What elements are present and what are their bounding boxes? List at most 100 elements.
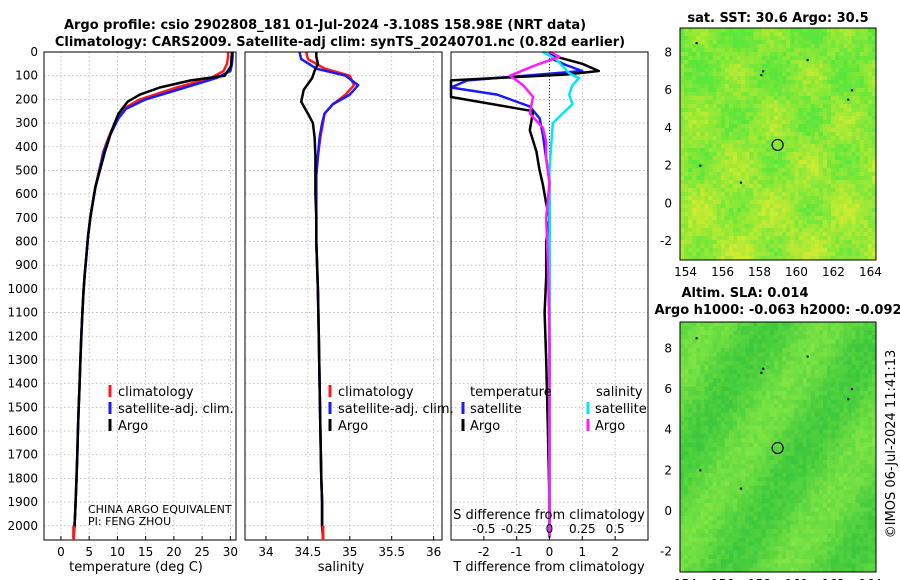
sst-cell [806, 220, 812, 225]
sla-cell [786, 472, 791, 478]
sst-cell [716, 84, 722, 89]
sla-cell [786, 347, 791, 353]
sst-cell [831, 100, 836, 105]
sla-cell [818, 408, 824, 413]
sst-cell [794, 256, 799, 260]
sla-cell [737, 546, 742, 551]
sla-cell [798, 416, 803, 422]
sla-cell [761, 477, 767, 482]
sla-cell [733, 541, 738, 547]
sla-cell [729, 399, 734, 405]
sst-cell [794, 184, 799, 189]
sla-cell [684, 559, 689, 564]
sst-cell [729, 244, 734, 249]
sst-cell [724, 64, 730, 69]
sst-cell [798, 172, 803, 177]
sst-cell [757, 200, 763, 205]
sla-cell [724, 533, 730, 538]
sla-cell [712, 330, 718, 336]
sst-cell [782, 252, 787, 257]
sla-cell [782, 459, 787, 465]
sla-cell [684, 485, 689, 491]
sla-cell [806, 567, 812, 572]
sla-cell [704, 515, 709, 521]
sst-cell [831, 208, 836, 213]
sla-cell [761, 468, 767, 474]
sla-cell [818, 451, 824, 457]
sst-cell [741, 184, 746, 189]
sst-cell [729, 32, 734, 37]
sst-cell [810, 96, 816, 101]
sla-cell [790, 356, 795, 362]
sla-cell [749, 429, 754, 435]
sla-cell [765, 386, 771, 392]
sla-cell [814, 360, 820, 366]
sst-cell [712, 224, 718, 229]
sst-cell [741, 160, 746, 165]
sla-cell [696, 546, 701, 551]
sst-cell [818, 180, 824, 185]
sla-cell [822, 360, 828, 366]
sst-cell [716, 104, 722, 109]
sla-cell [716, 468, 722, 474]
sst-cell [847, 132, 852, 137]
sst-cell [871, 144, 876, 149]
sla-cell [724, 339, 730, 344]
sst-cell [778, 188, 783, 193]
sst-cell [737, 168, 742, 173]
sla-cell [773, 421, 779, 426]
sla-cell [769, 369, 775, 375]
sla-cell [765, 425, 771, 431]
sla-cell [680, 352, 685, 357]
sla-cell [688, 459, 693, 465]
sla-cell [761, 395, 767, 400]
sst-cell [818, 148, 824, 153]
sst-cell [684, 124, 689, 129]
sla-cell [802, 472, 807, 478]
sla-cell [680, 567, 685, 572]
sst-cell [688, 240, 693, 245]
sst-cell [871, 212, 876, 217]
sst-cell [765, 72, 771, 77]
sla-cell [749, 563, 754, 569]
sla-cell [729, 322, 734, 327]
sla-cell [724, 567, 730, 572]
sst-cell [843, 120, 848, 125]
sst-cell [757, 80, 763, 85]
sla-cell [782, 395, 787, 400]
sst-cell [802, 148, 807, 153]
sst-cell [839, 248, 844, 253]
sla-cell [680, 399, 685, 405]
sla-cell [741, 459, 746, 465]
sla-cell [798, 503, 803, 508]
sla-cell [810, 541, 816, 547]
sst-cell [859, 108, 865, 113]
sla-cell [684, 541, 689, 547]
sla-cell [724, 343, 730, 349]
sla-cell [769, 386, 775, 392]
sla-cell [737, 360, 742, 366]
sst-cell [773, 224, 779, 229]
sst-cell [720, 64, 726, 69]
sla-cell [749, 356, 754, 362]
sst-cell [839, 176, 844, 181]
sst-cell [680, 84, 685, 89]
sst-cell [692, 76, 697, 81]
sla-cell [741, 408, 746, 413]
sst-cell [806, 248, 812, 253]
sla-cell [790, 352, 795, 357]
sst-cell [847, 108, 852, 113]
sst-cell [782, 88, 787, 93]
sla-cell [778, 343, 783, 349]
sla-cell [827, 455, 832, 461]
sla-cell [769, 503, 775, 508]
sst-cell [724, 220, 730, 225]
sla-cell [818, 382, 824, 388]
sst-cell [814, 172, 820, 177]
sst-cell [839, 192, 844, 197]
sla-cell [790, 399, 795, 405]
sla-cell [818, 390, 824, 396]
sst-cell [753, 236, 758, 241]
sst-cell [769, 88, 775, 93]
sla-cell [741, 451, 746, 457]
